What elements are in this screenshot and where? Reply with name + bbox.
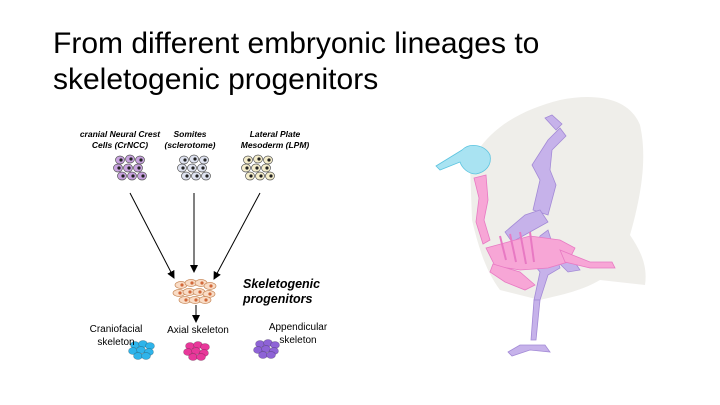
craniofacial-label-line1: Craniofacial: [89, 324, 143, 335]
craniofacial-label: Craniofacial skeleton: [76, 324, 156, 349]
cell-nucleus: [205, 174, 209, 178]
progenitors-label-line2: progenitors: [243, 292, 313, 306]
cell: [266, 351, 276, 359]
cell-nucleus: [180, 283, 184, 287]
skull-bones: [435, 145, 491, 175]
progenitor-cell-cluster: [172, 279, 217, 304]
cell: [141, 352, 151, 360]
lineage-label-somites-line2: (sclerotome): [164, 140, 216, 150]
craniofacial-label-line2: skeleton: [97, 336, 135, 348]
cell-nucleus: [201, 166, 205, 170]
cell-nucleus: [245, 166, 249, 170]
lpm-cell-cluster: [241, 154, 275, 181]
cell-nucleus: [255, 166, 259, 170]
appendicular-cell-cluster: [253, 339, 280, 359]
lineage-label-crncc-line2: Cells (CrNCC): [91, 140, 149, 150]
cell: [196, 353, 206, 361]
arrow-crncc-to-progenitors: [129, 192, 175, 279]
lineage-label-lpm-line1: Lateral Plate: [249, 129, 301, 139]
cell-nucleus: [259, 174, 263, 178]
cell-nucleus: [190, 281, 194, 285]
cell-nucleus: [209, 284, 213, 288]
cell-nucleus: [129, 157, 133, 161]
appendicular-label-line1: Appendicular: [268, 322, 328, 333]
arrow-lpm-to-progenitors: [213, 192, 261, 280]
cell-nucleus: [203, 158, 207, 162]
cell-nucleus: [198, 290, 202, 294]
cell-nucleus: [181, 166, 185, 170]
cell-nucleus: [193, 157, 197, 161]
lineage-label-lpm: Lateral Plate Mesoderm (LPM): [230, 129, 320, 151]
cell-nucleus: [139, 158, 143, 162]
cell-nucleus: [257, 157, 261, 161]
axial-label: Axial skeleton: [158, 325, 238, 338]
cell-nucleus: [183, 158, 187, 162]
axial-bones: [473, 174, 616, 291]
cell-nucleus: [127, 166, 131, 170]
cell-nucleus: [131, 174, 135, 178]
craniofacial-cell-cluster: [128, 340, 155, 360]
cell-nucleus: [121, 174, 125, 178]
cell-nucleus: [188, 290, 192, 294]
cell-nucleus: [191, 166, 195, 170]
cell-nucleus: [267, 158, 271, 162]
slide-title: From different embryonic lineages to ske…: [53, 26, 539, 98]
axial-cell-cluster: [183, 341, 210, 361]
progenitors-label-line1: Skeletogenic: [243, 277, 321, 291]
title-line-2: skeletogenic progenitors: [53, 63, 379, 96]
cell-nucleus: [141, 174, 145, 178]
axial-label-line1: Axial skeleton: [167, 325, 229, 336]
lineage-label-somites-line1: Somites: [173, 129, 207, 139]
appendicular-label-line2: skeleton: [279, 334, 317, 346]
cell-nucleus: [200, 281, 204, 285]
crncc-cell-cluster: [113, 154, 147, 181]
cell-nucleus: [249, 174, 253, 178]
bird-skeleton-illustration: [435, 97, 646, 357]
lineage-label-lpm-line2: Mesoderm (LPM): [240, 140, 310, 150]
cell-nucleus: [178, 291, 182, 295]
cell-nucleus: [269, 174, 273, 178]
lineage-label-somites: Somites (sclerotome): [150, 129, 230, 151]
progenitors-label: Skeletogenic progenitors: [243, 277, 320, 307]
lineage-label-crncc-line1: cranial Neural Crest: [79, 129, 161, 139]
title-line-1: From different embryonic lineages to: [53, 27, 540, 60]
cell-nucleus: [194, 298, 198, 302]
cell-nucleus: [195, 174, 199, 178]
cell-nucleus: [185, 174, 189, 178]
somite-cell-cluster: [177, 154, 211, 181]
appendicular-label: Appendicular skeleton: [258, 322, 338, 347]
cell-nucleus: [137, 166, 141, 170]
cell-nucleus: [265, 166, 269, 170]
cell-nucleus: [208, 292, 212, 296]
cell-nucleus: [119, 158, 123, 162]
cell-nucleus: [204, 298, 208, 302]
cell-nucleus: [184, 298, 188, 302]
cell-nucleus: [247, 158, 251, 162]
lineage-label-crncc: cranial Neural Crest Cells (CrNCC): [60, 129, 180, 151]
cell-nucleus: [117, 166, 121, 170]
